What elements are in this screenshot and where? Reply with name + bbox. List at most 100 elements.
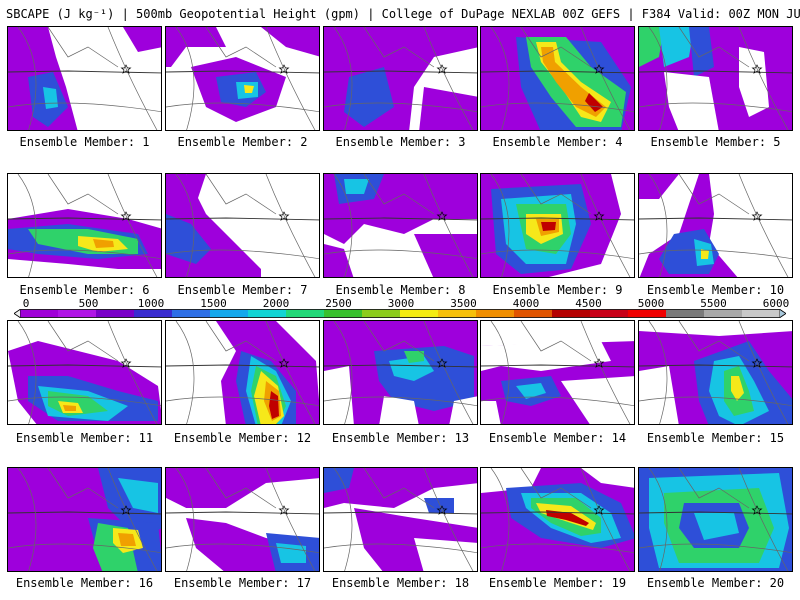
- colorbar-tick-label: 0: [22, 297, 30, 310]
- state-border: [423, 27, 474, 130]
- state-border: [324, 543, 477, 554]
- cape-contour-fill: [93, 239, 114, 248]
- ensemble-member-label: Ensemble Member: 5: [650, 135, 781, 149]
- cape-contour-fill: [123, 27, 161, 52]
- height-contour: [166, 364, 319, 368]
- ensemble-member-label: Ensemble Member: 9: [492, 283, 623, 297]
- ensemble-member-label: Ensemble Member: 1: [19, 135, 150, 149]
- cape-contour-fill: [689, 27, 714, 77]
- state-border: [17, 27, 37, 130]
- state-border: [481, 396, 634, 407]
- cape-contour-fill: [389, 356, 434, 381]
- cape-contour-fill: [244, 85, 254, 93]
- ensemble-member-map-5: [638, 26, 793, 131]
- sbcape-field: [324, 468, 477, 571]
- colorbar-swatch: [324, 309, 363, 318]
- state-border: [17, 321, 37, 424]
- state-border: [490, 321, 510, 424]
- ensemble-member-label: Ensemble Member: 7: [177, 283, 308, 297]
- location-star-icon: [751, 358, 763, 368]
- cape-contour-fill: [639, 174, 679, 199]
- state-border: [648, 468, 668, 571]
- ensemble-member-label: Ensemble Member: 10: [646, 283, 785, 297]
- state-border: [175, 174, 195, 277]
- state-border: [580, 321, 631, 424]
- state-border: [8, 102, 161, 113]
- cape-contour-fill: [379, 396, 419, 424]
- state-border: [8, 396, 161, 407]
- location-star-icon: [436, 211, 448, 221]
- state-border: [678, 174, 750, 215]
- colorbar-tick-label: 6000: [762, 297, 790, 310]
- state-border: [265, 468, 316, 571]
- colorbar-tick-label: 1500: [200, 297, 227, 310]
- cape-contour-fill: [419, 87, 477, 130]
- ensemble-member-label: Ensemble Member: 19: [488, 576, 627, 590]
- state-border: [47, 174, 119, 215]
- cape-contour-fill: [166, 214, 211, 264]
- colorbar-swatch: [58, 309, 97, 318]
- state-border: [738, 174, 789, 277]
- sbcape-colorbar: [14, 309, 786, 318]
- state-border: [166, 543, 319, 554]
- height-contour: [481, 364, 634, 368]
- cape-contour-fill: [269, 391, 279, 419]
- state-border: [166, 396, 319, 407]
- state-border: [423, 321, 474, 424]
- state-border: [490, 468, 510, 571]
- cape-contour-fill: [639, 321, 792, 336]
- state-border: [324, 249, 477, 260]
- height-contour: [639, 70, 792, 74]
- height-contour: [639, 364, 792, 368]
- ensemble-member-map-11: [7, 320, 162, 425]
- cape-contour-fill: [516, 383, 546, 399]
- location-star-icon: [120, 211, 132, 221]
- colorbar-tick-label: 3500: [450, 297, 477, 310]
- height-contour: [324, 70, 477, 74]
- ensemble-member-label: Ensemble Member: 15: [646, 431, 785, 445]
- colorbar-swatch: [210, 309, 249, 318]
- sbcape-field: [8, 174, 161, 277]
- state-border: [205, 468, 277, 509]
- state-border: [333, 321, 353, 424]
- sbcape-field: [481, 174, 634, 277]
- state-border: [490, 27, 510, 130]
- cape-contour-fill: [404, 351, 424, 363]
- ensemble-member-map-16: [7, 467, 162, 572]
- ensemble-member-map-6: [7, 173, 162, 278]
- cape-contour-fill: [118, 533, 136, 546]
- ensemble-member-map-15: [638, 320, 793, 425]
- state-border: [47, 27, 119, 68]
- state-border: [520, 321, 592, 362]
- height-contour: [481, 217, 634, 221]
- ensemble-member-label: Ensemble Member: 3: [335, 135, 466, 149]
- location-star-icon: [278, 505, 290, 515]
- colorbar-tick-label: 2000: [262, 297, 290, 310]
- state-border: [520, 468, 592, 509]
- height-contour: [8, 70, 161, 74]
- height-contour: [8, 217, 161, 221]
- state-border: [490, 174, 510, 277]
- sbcape-field: [481, 468, 634, 571]
- sbcape-field: [166, 174, 319, 277]
- colorbar-swatch: [742, 309, 781, 318]
- cape-contour-fill: [664, 72, 719, 130]
- state-border: [678, 27, 750, 68]
- state-border: [107, 468, 158, 571]
- state-border: [678, 321, 750, 362]
- colorbar-tick-label: 1000: [137, 297, 165, 310]
- sbcape-field: [481, 27, 634, 130]
- ensemble-member-map-9: [480, 173, 635, 278]
- ensemble-member-label: Ensemble Member: 6: [19, 283, 150, 297]
- ensemble-member-label: Ensemble Member: 11: [15, 431, 154, 445]
- state-border: [423, 174, 474, 277]
- cape-contour-fill: [324, 468, 477, 508]
- location-star-icon: [593, 505, 605, 515]
- ensemble-member-label: Ensemble Member: 14: [488, 431, 627, 445]
- ensemble-member-label: Ensemble Member: 20: [646, 576, 785, 590]
- state-border: [265, 27, 316, 130]
- location-star-icon: [436, 358, 448, 368]
- sbcape-field: [639, 468, 792, 571]
- colorbar-tick-label: 5500: [700, 297, 727, 310]
- state-border: [363, 468, 435, 509]
